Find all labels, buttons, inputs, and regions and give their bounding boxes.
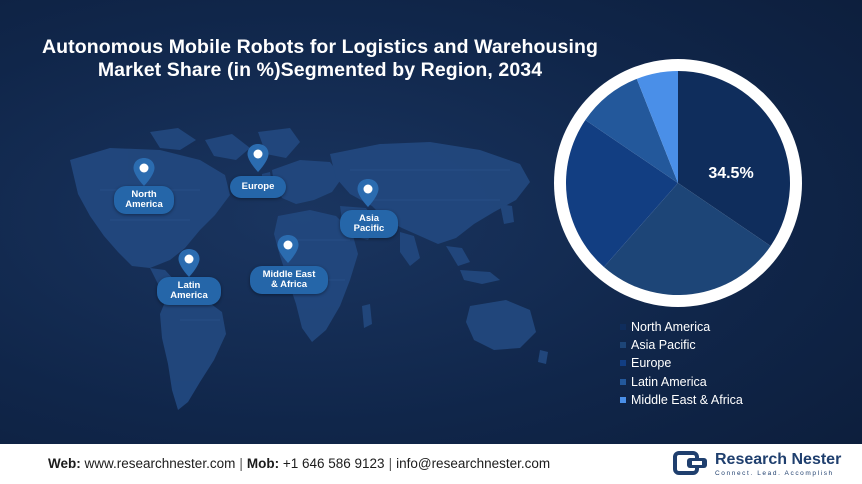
legend-item: Middle East & Africa (620, 391, 743, 409)
separator: | (239, 456, 243, 471)
asia-pacific-map-pin-icon (357, 179, 379, 207)
pie-slice-middle-east-africa (636, 71, 678, 183)
middle-east-africa-map-pin-icon (277, 235, 299, 263)
email-value[interactable]: info@researchnester.com (396, 456, 551, 471)
legend-item: Asia Pacific (620, 336, 743, 354)
map-label-north-america-text: North America (125, 188, 163, 210)
legend-item: North America (620, 318, 743, 336)
mob-value[interactable]: +1 646 586 9123 (282, 456, 385, 471)
map-label-latin-america: Latin America (157, 277, 221, 305)
europe-map-pin-icon (247, 144, 269, 172)
brand-tagline: Connect. Lead. Accomplish (715, 470, 834, 477)
web-value[interactable]: www.researchnester.com (84, 456, 236, 471)
legend-swatch (620, 324, 626, 331)
contact-info: Web: www.researchnester.com | Mob: +1 646 … (48, 456, 550, 471)
pie-slice-latin-america (585, 78, 678, 183)
chart-title-line-2: Market Share (in %)Segmented by Region, … (97, 59, 543, 81)
mob-label: Mob: (246, 456, 280, 471)
pie-slice-europe (566, 120, 678, 268)
brand-logo: Research Nester Connect. Lead. Accomplis… (673, 449, 848, 481)
brand-name: Research Nester (715, 451, 842, 468)
map-label-asia-pacific-text: Asia Pacific (353, 212, 385, 234)
legend-label: Asia Pacific (631, 338, 696, 353)
map-label-latin-america-text: Latin America (170, 279, 208, 301)
map-label-middle-east-africa: Middle East & Africa (250, 266, 328, 294)
legend-swatch (620, 396, 626, 403)
map-label-asia-pacific: Asia Pacific (340, 210, 398, 238)
legend-item: Europe (620, 354, 743, 372)
latin-america-map-pin-icon (178, 249, 200, 277)
map-label-north-america: North America (114, 186, 174, 214)
legend-swatch (620, 360, 626, 367)
pie-chart: 34.5% (554, 59, 802, 307)
legend-swatch (620, 378, 626, 385)
separator: | (388, 456, 393, 471)
legend-label: Europe (631, 356, 672, 371)
legend-label: North America (631, 320, 711, 335)
legend-item: Latin America (620, 373, 743, 391)
pie-data-label: 34.5% (708, 165, 753, 182)
north-america-map-pin-icon (133, 158, 155, 186)
pie-slice-north-america (678, 71, 790, 246)
legend-swatch (620, 342, 626, 349)
chart-legend: North America Asia Pacific Europe Latin Ame… (620, 318, 743, 409)
legend-label: Latin America (631, 374, 707, 389)
chart-title-line-1: Autonomous Mobile Robots for Logistics a… (41, 36, 599, 58)
footer-bar: Web: www.researchnester.com | Mob: +1 646 … (0, 444, 862, 484)
research-nester-logo-icon (673, 451, 707, 475)
web-label: Web: (48, 456, 81, 471)
pie-slice-asia-pacific (603, 183, 771, 295)
chart-title: Autonomous Mobile Robots for Logistics a… (0, 36, 640, 82)
map-label-europe: Europe (230, 176, 286, 198)
legend-label: Middle East & Africa (631, 392, 743, 407)
map-label-middle-east-africa-text: Middle East & Africa (262, 268, 316, 290)
map-label-europe-text: Europe (241, 180, 275, 192)
